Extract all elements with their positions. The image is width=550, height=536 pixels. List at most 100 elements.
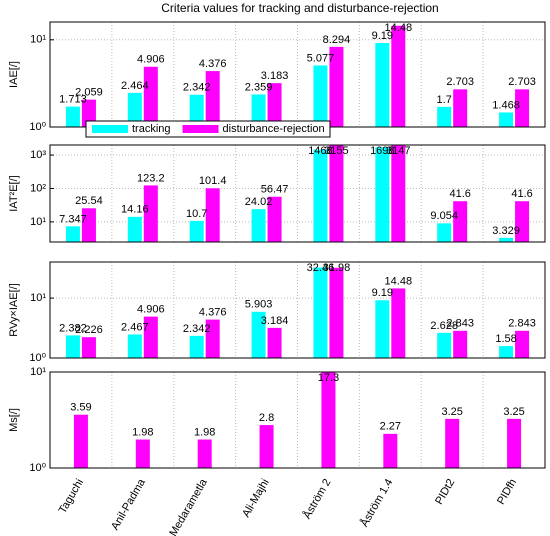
bar — [515, 330, 530, 358]
value-label: 3.184 — [261, 315, 289, 327]
bar — [205, 71, 220, 127]
plot-frame — [49, 144, 546, 243]
value-label: 9.054 — [430, 210, 458, 222]
bars — [65, 267, 530, 358]
x-tick-label: PIDt2 — [433, 477, 457, 507]
y-axis-label: IAT²E[/] — [8, 175, 20, 211]
value-label: 123.2 — [137, 172, 165, 184]
value-label: 3.183 — [261, 70, 289, 82]
value-label: 14.48 — [385, 22, 413, 34]
bar — [453, 330, 468, 358]
value-label: 1698 — [370, 145, 394, 157]
value-label: 1.98 — [132, 426, 153, 438]
plot-frame — [49, 371, 546, 469]
bar — [375, 147, 390, 242]
bar — [205, 319, 220, 358]
value-label: 4.906 — [137, 304, 165, 316]
value-label: 3.59 — [70, 402, 91, 414]
bar — [189, 94, 204, 127]
bar — [143, 316, 158, 358]
value-label: 3.25 — [503, 406, 524, 418]
bar — [189, 220, 204, 242]
value-label: 2.464 — [121, 80, 149, 92]
value-label: 5.077 — [307, 52, 335, 64]
bar — [375, 42, 390, 127]
value-label: 24.02 — [245, 196, 273, 208]
value-label: 3147 — [386, 145, 410, 157]
value-label: 8.294 — [323, 34, 351, 46]
value-label: 1.98 — [194, 426, 215, 438]
bar — [499, 237, 514, 242]
value-label: 4.906 — [137, 54, 165, 66]
x-tick-label: Åström 2 — [300, 476, 333, 521]
value-label: 4.376 — [199, 58, 227, 70]
bar — [205, 188, 220, 242]
value-label: 17.3 — [318, 372, 339, 384]
value-label: 56.47 — [261, 184, 289, 196]
bar — [251, 94, 266, 127]
bar — [437, 106, 452, 127]
x-tick-label: Ali-Majhi — [240, 477, 271, 520]
legend-swatch — [92, 125, 128, 133]
y-tick-label: 10⁰ — [29, 121, 46, 133]
value-label: 1.468 — [492, 99, 520, 111]
bar — [391, 145, 406, 242]
bar — [267, 327, 282, 358]
bar — [251, 209, 266, 242]
value-label: 9.19 — [372, 287, 393, 299]
bar — [197, 439, 212, 468]
bar — [375, 300, 390, 358]
bar — [189, 335, 204, 358]
bar — [453, 201, 468, 242]
value-label: 7.347 — [59, 213, 87, 225]
value-label: 32.46 — [307, 262, 335, 274]
bar — [391, 25, 406, 127]
bar — [445, 418, 460, 468]
chart-title: Criteria values for tracking and disturb… — [161, 1, 438, 15]
y-tick-label: 10¹ — [30, 292, 46, 304]
bar — [391, 288, 406, 358]
bar — [515, 89, 530, 127]
bar — [81, 337, 96, 358]
value-label: 41.6 — [449, 188, 470, 200]
y-axis-label: Ms[/] — [8, 408, 20, 432]
value-label: 1.713 — [59, 94, 87, 106]
bar — [507, 418, 522, 468]
value-label: 2.342 — [183, 82, 211, 94]
bar — [329, 46, 344, 127]
value-label: 9.19 — [372, 30, 393, 42]
bar — [437, 332, 452, 358]
value-label: 2.703 — [508, 76, 536, 88]
value-label: 101.4 — [199, 175, 227, 187]
bars — [65, 25, 530, 127]
bar — [453, 89, 468, 127]
y-axis-label: IAE[/] — [8, 61, 20, 88]
plot-frame — [49, 261, 546, 359]
bar — [127, 92, 142, 127]
bar — [267, 83, 282, 127]
bar — [81, 99, 96, 127]
bar — [267, 196, 282, 242]
bar — [259, 425, 274, 468]
bar — [499, 346, 514, 358]
value-label: 31.98 — [323, 262, 351, 274]
value-label: 3155 — [324, 145, 348, 157]
bar — [383, 433, 398, 468]
bars — [73, 372, 522, 468]
legend-swatch — [182, 125, 219, 133]
bar — [143, 66, 158, 127]
value-label: 2.059 — [75, 87, 103, 99]
x-tick-label: Åström 1.4 — [358, 476, 396, 529]
bar — [65, 226, 80, 242]
bar — [65, 106, 80, 127]
value-label: 3.25 — [441, 406, 462, 418]
x-tick-label: Taguchi — [57, 477, 86, 516]
y-axis-label: RVy×IAE[/] — [8, 283, 20, 337]
y-tick-label: 10³ — [30, 149, 46, 161]
value-label: 2.703 — [446, 76, 474, 88]
value-label: 2.467 — [121, 321, 149, 333]
value-label: 25.54 — [75, 195, 103, 207]
bar — [81, 208, 96, 242]
value-label: 10.7 — [186, 208, 207, 220]
